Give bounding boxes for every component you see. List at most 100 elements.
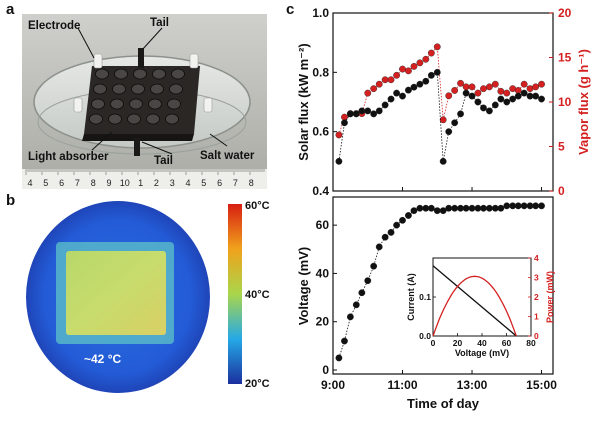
point-solar-flux: [405, 86, 412, 94]
absorber-hole: [127, 113, 141, 125]
ruler-number: 4: [27, 178, 32, 188]
point-solar-flux: [439, 157, 447, 165]
point-vapor-flux: [422, 55, 430, 63]
point-solar-flux: [532, 92, 540, 100]
panel-label-a: a: [6, 1, 15, 18]
thermal-hot-square: [66, 251, 166, 335]
point-solar-flux: [445, 128, 453, 136]
inset-ytick-label-power: 0: [534, 331, 539, 341]
point-solar-flux: [509, 95, 517, 103]
point-vapor-flux: [405, 67, 412, 75]
point-vapor-flux: [433, 43, 441, 51]
ruler-number: 8: [249, 178, 254, 188]
absorber-hole: [108, 113, 122, 125]
ruler-number: 7: [233, 178, 238, 188]
absorber-hole: [169, 83, 183, 95]
point-vapor-flux: [381, 76, 389, 84]
point-voltage: [410, 207, 418, 215]
point-vapor-flux: [503, 89, 511, 97]
point-solar-flux: [352, 110, 360, 118]
ruler-number: 7: [75, 178, 80, 188]
point-voltage: [538, 202, 545, 210]
point-solar-flux: [358, 107, 366, 115]
support-post: [203, 97, 213, 113]
point-solar-flux: [427, 71, 435, 79]
ytick-label-vapor: 5: [558, 140, 565, 154]
label-light-absorber: Light absorber: [28, 151, 109, 163]
point-voltage: [370, 262, 378, 270]
point-vapor-flux: [439, 116, 447, 124]
point-voltage: [451, 204, 459, 212]
inset-ytick-label-current: 0.0: [419, 331, 431, 341]
point-voltage: [375, 243, 383, 251]
point-vapor-flux: [370, 85, 378, 93]
point-solar-flux: [422, 77, 430, 85]
scale-label-40: 40°C: [245, 289, 270, 301]
point-voltage: [416, 204, 424, 212]
point-vapor-flux: [485, 83, 493, 91]
point-voltage: [514, 202, 522, 210]
point-solar-flux: [341, 119, 348, 127]
point-vapor-flux: [468, 83, 476, 91]
xtick-label-time: 15:00: [526, 378, 557, 392]
absorber-hole: [152, 68, 166, 80]
ytick-label-vapor: 15: [558, 51, 572, 65]
point-voltage: [405, 212, 412, 219]
panel-label-c: c: [286, 1, 295, 18]
inset-xlabel-voltage: Voltage (mV): [455, 348, 509, 358]
ytick-label-voltage: 20: [316, 315, 330, 329]
point-vapor-flux: [375, 80, 383, 88]
point-voltage: [352, 301, 360, 309]
label-tail-bottom: Tail: [154, 155, 173, 167]
inset-xtick-label: 60: [502, 338, 512, 348]
absorber-hole: [146, 113, 160, 125]
point-vapor-flux: [538, 80, 545, 88]
support-post: [189, 53, 199, 69]
ruler-number: 9: [106, 178, 111, 188]
inset-ytick-label-power: 2: [534, 292, 539, 302]
ytick-label-voltage: 0: [322, 363, 329, 377]
ytick-label-solar: 0.6: [312, 125, 329, 139]
point-vapor-flux: [462, 83, 470, 91]
xtick-label-time: 11:00: [387, 378, 417, 392]
ytick-label-solar: 0.8: [312, 65, 329, 79]
point-vapor-flux: [474, 89, 482, 97]
point-vapor-flux: [480, 85, 487, 93]
absorber-hole: [114, 68, 128, 80]
ruler-number: 6: [217, 178, 222, 188]
point-voltage: [341, 337, 348, 345]
point-solar-flux: [399, 92, 406, 100]
point-vapor-flux: [491, 80, 499, 88]
leader-absorber: [91, 131, 113, 151]
inset-ytick-label-power: 1: [534, 312, 539, 322]
panel-label-b: b: [6, 192, 16, 209]
absorber-hole: [91, 98, 105, 110]
thermal-image: ~42 °C 60°C 40°C 20°C: [26, 200, 270, 393]
label-electrode: Electrode: [28, 20, 80, 32]
device-photo: Electrode Tail Light absorber Tail Salt …: [22, 14, 267, 189]
ylabel-solar-flux: Solar flux (kW m⁻²): [296, 43, 311, 160]
point-voltage: [399, 216, 406, 224]
point-voltage: [427, 204, 435, 212]
label-tail-top: Tail: [150, 17, 169, 29]
ruler-number: 4: [185, 178, 190, 188]
inset-ytick-label-current: 0.1: [419, 292, 431, 302]
point-voltage: [358, 289, 366, 297]
point-solar-flux: [410, 83, 418, 91]
xlabel-time: Time of day: [407, 396, 480, 411]
ytick-label-voltage: 40: [316, 266, 330, 280]
inset-xtick-label: 0: [431, 338, 436, 348]
inset-xtick-label: 20: [453, 338, 463, 348]
absorber-hole: [165, 113, 179, 125]
inset-ylabel-power: Power (mW): [545, 271, 555, 323]
point-solar-flux: [381, 101, 389, 109]
point-solar-flux: [393, 89, 401, 97]
point-vapor-flux: [445, 92, 453, 100]
point-solar-flux: [346, 110, 354, 118]
point-solar-flux: [416, 80, 424, 88]
absorber-edge: [82, 134, 194, 141]
point-vapor-flux: [364, 89, 372, 97]
point-solar-flux: [485, 107, 493, 115]
